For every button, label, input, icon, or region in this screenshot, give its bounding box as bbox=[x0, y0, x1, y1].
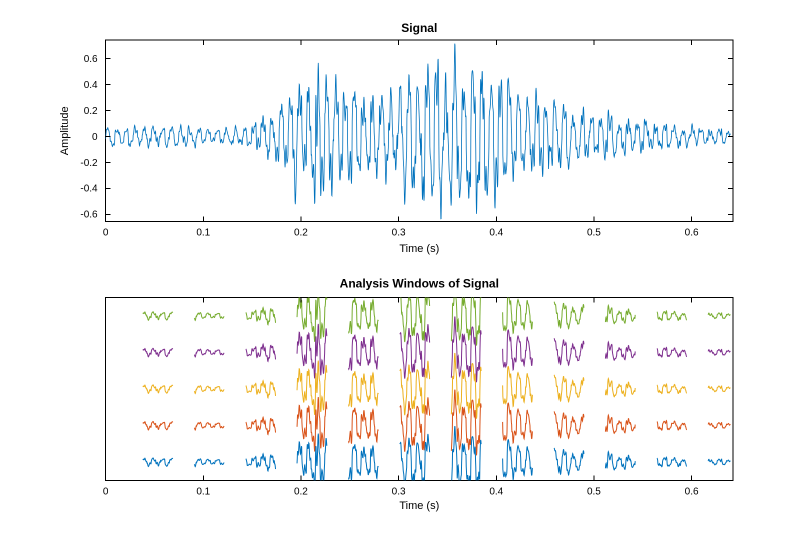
svg-text:Time (s): Time (s) bbox=[399, 500, 439, 512]
svg-text:0.4: 0.4 bbox=[489, 228, 503, 239]
svg-text:Time (s): Time (s) bbox=[399, 243, 439, 255]
svg-text:0.6: 0.6 bbox=[685, 486, 699, 497]
svg-text:0: 0 bbox=[103, 486, 109, 497]
svg-text:0.4: 0.4 bbox=[489, 486, 503, 497]
svg-text:Analysis Windows of Signal: Analysis Windows of Signal bbox=[340, 276, 499, 290]
svg-text:0: 0 bbox=[92, 132, 98, 143]
svg-text:-0.6: -0.6 bbox=[80, 210, 98, 221]
svg-text:0.5: 0.5 bbox=[587, 486, 601, 497]
svg-text:0.5: 0.5 bbox=[587, 228, 601, 239]
svg-text:0.2: 0.2 bbox=[294, 228, 308, 239]
svg-text:0.1: 0.1 bbox=[196, 486, 210, 497]
svg-text:0.1: 0.1 bbox=[196, 228, 210, 239]
svg-text:-0.4: -0.4 bbox=[80, 184, 98, 195]
svg-text:Amplitude: Amplitude bbox=[59, 106, 71, 155]
svg-text:0.2: 0.2 bbox=[84, 106, 98, 117]
svg-text:-0.2: -0.2 bbox=[80, 158, 98, 169]
svg-text:0: 0 bbox=[103, 228, 109, 239]
svg-text:0.6: 0.6 bbox=[84, 54, 98, 65]
svg-text:0.2: 0.2 bbox=[294, 486, 308, 497]
svg-text:0.3: 0.3 bbox=[392, 486, 406, 497]
svg-text:0.6: 0.6 bbox=[685, 228, 699, 239]
svg-text:0.4: 0.4 bbox=[84, 80, 98, 91]
svg-text:0.3: 0.3 bbox=[392, 228, 406, 239]
svg-text:Signal: Signal bbox=[401, 21, 437, 35]
